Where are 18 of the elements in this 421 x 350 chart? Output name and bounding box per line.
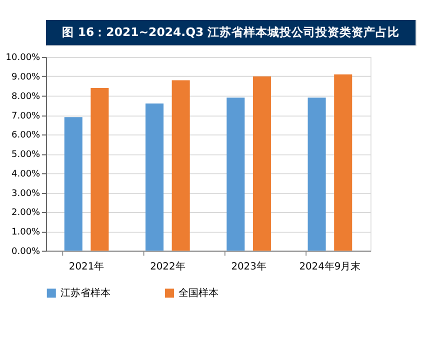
y-tick-label: 8.00% bbox=[12, 92, 41, 102]
y-tick-label: 10.00% bbox=[6, 53, 41, 64]
y-tick-label: 7.00% bbox=[12, 111, 41, 122]
y-tick-label: 0.00% bbox=[12, 246, 41, 257]
chart-title: 图 16：2021~2024.Q3 江苏省样本城投公司投资类资产占比 bbox=[62, 25, 400, 40]
x-tick-label: 2021年 bbox=[68, 260, 104, 272]
legend-label: 全国样本 bbox=[178, 286, 218, 299]
y-tick-label: 2.00% bbox=[12, 208, 41, 218]
y-tick-label: 1.00% bbox=[12, 228, 41, 238]
y-tick-label: 4.00% bbox=[12, 169, 41, 180]
x-tick-label: 2022年 bbox=[150, 260, 186, 272]
y-tick-label: 6.00% bbox=[12, 130, 41, 141]
legend-label: 江苏省样本 bbox=[60, 286, 110, 299]
x-tick-label: 2023年 bbox=[231, 260, 266, 272]
y-tick-label: 5.00% bbox=[12, 150, 41, 160]
y-tick-label: 9.00% bbox=[12, 72, 41, 83]
y-tick-label: 3.00% bbox=[12, 188, 41, 199]
x-tick-label: 2024年9月末 bbox=[299, 260, 361, 272]
